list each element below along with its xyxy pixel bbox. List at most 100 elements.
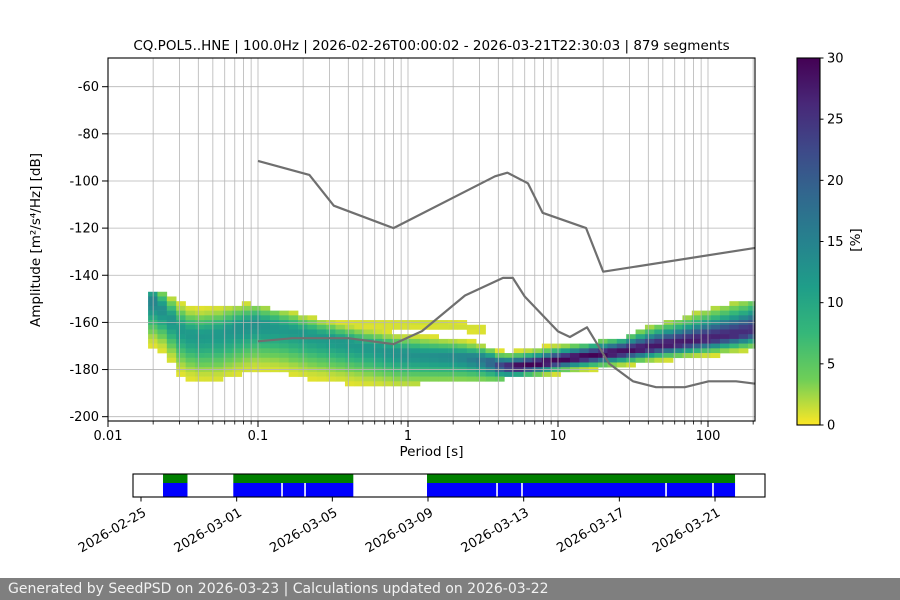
histogram-cell <box>410 343 421 349</box>
histogram-cell <box>232 362 243 368</box>
histogram-cell <box>429 324 440 330</box>
histogram-cell <box>354 348 365 354</box>
histogram-cell <box>663 324 674 330</box>
histogram-cell <box>213 362 224 368</box>
histogram-cell <box>523 348 533 354</box>
coverage-date-label: 2026-03-05 <box>267 505 340 556</box>
histogram-cell <box>729 348 740 354</box>
histogram-cell <box>682 348 693 354</box>
histogram-cell <box>307 329 318 335</box>
histogram-cell <box>288 371 299 377</box>
histogram-cell <box>194 315 205 321</box>
histogram-cell <box>663 353 674 359</box>
histogram-cell <box>616 343 627 349</box>
coverage-date-label: 2026-03-01 <box>172 505 245 556</box>
histogram-cell <box>223 338 233 344</box>
histogram-cell <box>644 353 655 359</box>
histogram-cell <box>223 305 233 311</box>
histogram-cell <box>457 362 468 368</box>
histogram-cell <box>363 353 374 359</box>
histogram-cell <box>251 353 261 359</box>
histogram-cell <box>344 376 355 382</box>
histogram-cell <box>232 305 243 311</box>
histogram-cell <box>204 310 215 316</box>
histogram-cell <box>682 353 693 359</box>
histogram-cell <box>213 310 224 316</box>
histogram-cell <box>663 329 674 335</box>
histogram-cell <box>279 338 290 344</box>
histogram-cell <box>626 334 636 340</box>
histogram-cell <box>410 338 421 344</box>
histogram-cell <box>607 343 618 349</box>
histogram-cell <box>204 376 215 382</box>
histogram-cell <box>532 357 543 363</box>
histogram-cell <box>654 334 665 340</box>
histogram-cell <box>213 338 224 344</box>
histogram-cell <box>401 348 411 354</box>
histogram-cell <box>260 353 271 359</box>
histogram-cell <box>176 329 186 335</box>
histogram-cell <box>616 357 627 363</box>
histogram-cell <box>429 338 440 344</box>
histogram-cell <box>391 357 402 363</box>
histogram-cell <box>410 376 421 382</box>
histogram-cell <box>541 362 552 368</box>
axis-ticks <box>102 86 754 427</box>
histogram-cell <box>410 357 421 363</box>
histogram-cell <box>260 310 271 316</box>
histogram-cell <box>401 353 411 359</box>
histogram-cell <box>288 357 299 363</box>
histogram-cell <box>251 315 261 321</box>
y-tick-label: -200 <box>69 410 99 425</box>
histogram-cell <box>241 329 252 335</box>
histogram-cell <box>513 348 524 354</box>
histogram-cell <box>213 348 224 354</box>
histogram-cell <box>363 371 374 377</box>
coverage-bar: 2026-02-25 2026-03-01 2026-03-05 2026-03-09… <box>76 473 766 556</box>
coverage-date-label: 2026-03-13 <box>459 505 532 556</box>
histogram-cell <box>748 329 756 335</box>
histogram-cell <box>223 371 233 377</box>
histogram-cell <box>457 376 468 382</box>
coverage-segment-blue <box>427 483 736 497</box>
histogram-cell <box>213 329 224 335</box>
histogram-cell <box>260 324 271 330</box>
histogram-cell <box>466 343 477 349</box>
histogram-cell <box>166 353 177 359</box>
histogram-cell <box>157 291 168 297</box>
histogram-cell <box>729 301 740 307</box>
histogram-cell <box>382 371 393 377</box>
histogram-cell <box>307 324 318 330</box>
histogram-cell <box>457 353 468 359</box>
histogram-cell <box>204 348 215 354</box>
histogram-cell <box>504 357 515 363</box>
histogram-cell <box>232 324 243 330</box>
histogram-cell <box>429 334 440 340</box>
histogram-cell <box>719 315 730 321</box>
coverage-gap <box>281 483 283 497</box>
histogram-cell <box>419 348 430 354</box>
coverage-box <box>132 473 766 498</box>
histogram-cell <box>523 362 533 368</box>
histogram-cell <box>335 343 346 349</box>
histogram-cell <box>644 348 655 354</box>
histogram-cell <box>588 348 599 354</box>
histogram-cell <box>354 353 365 359</box>
histogram-cell <box>269 357 280 363</box>
histogram-cell <box>391 376 402 382</box>
histogram-cell <box>382 362 393 368</box>
histogram-cell <box>579 348 590 354</box>
histogram-cell <box>560 343 571 349</box>
histogram-cell <box>232 353 243 359</box>
histogram-cell <box>560 357 571 363</box>
histogram-cell <box>710 315 721 321</box>
histogram-cell <box>363 376 374 382</box>
histogram-cell <box>354 362 365 368</box>
histogram-cell <box>251 324 261 330</box>
histogram-cell <box>354 334 365 340</box>
histogram-cell <box>391 381 402 387</box>
histogram-cell <box>391 343 402 349</box>
histogram-cell <box>701 334 711 340</box>
histogram-cell <box>438 362 449 368</box>
histogram-cell <box>269 353 280 359</box>
